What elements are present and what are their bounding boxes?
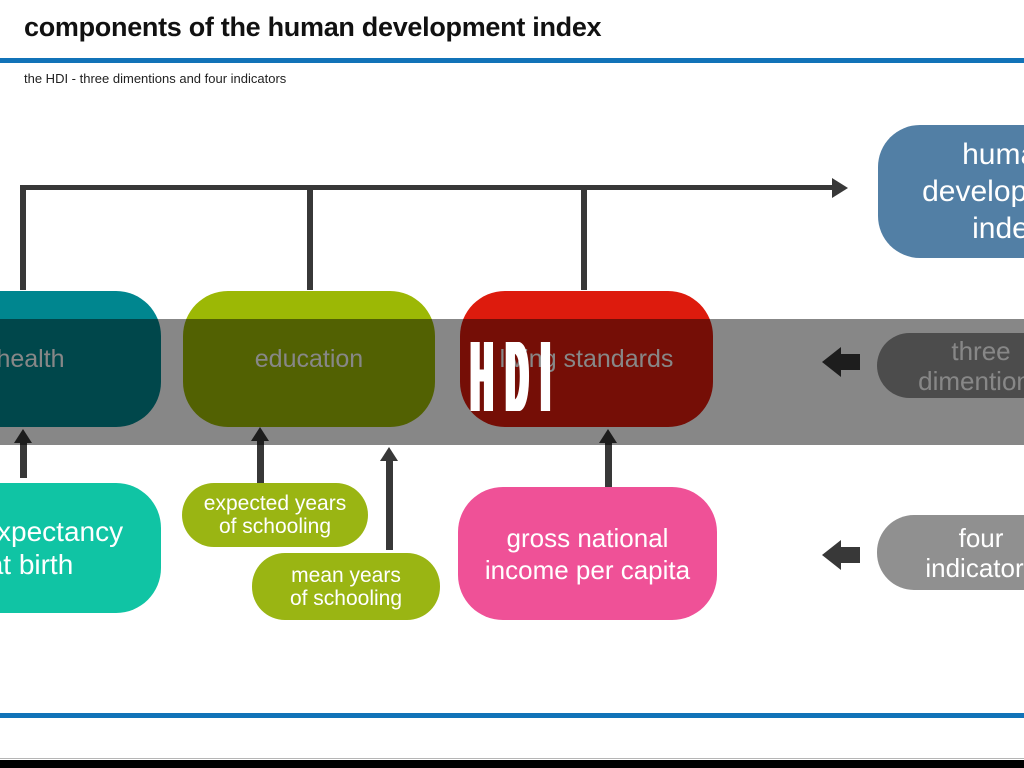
hdi-watermark: HDI xyxy=(471,321,564,433)
page-subtitle: the HDI - three dimentions and four indi… xyxy=(24,71,287,86)
indicator-line: gross national xyxy=(506,522,669,553)
arrow-left-four-indicators-icon xyxy=(822,540,841,570)
hdi-box-line: development xyxy=(922,175,1024,208)
indicator-line: income per capita xyxy=(484,554,691,585)
arrow-up-life-expectancy-icon xyxy=(14,429,32,443)
dimension-label: health xyxy=(0,344,65,373)
arrow-left-three-dimentions-tail xyxy=(840,354,860,370)
dimension-box-living-standards: living standards xyxy=(460,291,713,427)
arrow-up-expected-years-shaft xyxy=(257,439,264,483)
arrow-left-three-dimentions-icon xyxy=(822,347,841,377)
dimension-box-health: health xyxy=(0,291,161,427)
connector-vertical-living-standards xyxy=(581,185,587,290)
indicator-line: of schooling xyxy=(218,515,332,538)
indicator-line: at birth xyxy=(0,549,74,580)
tag-line: dimentions xyxy=(918,365,1024,396)
footer-bar xyxy=(0,760,1024,768)
arrow-up-gni-icon xyxy=(599,429,617,443)
indicator-box-life-expectancy: life expectancy at birth xyxy=(0,483,161,613)
connector-vertical-health xyxy=(20,185,26,290)
arrow-up-gni-shaft xyxy=(605,441,612,487)
tag-line: indicators xyxy=(925,552,1024,583)
tag-four-indicators: four indicators xyxy=(877,515,1024,590)
arrow-up-mean-years-shaft xyxy=(386,459,393,550)
indicator-box-mean-years: mean years of schooling xyxy=(252,553,440,620)
indicator-line: expected years xyxy=(203,492,347,515)
arrow-left-four-indicators-tail xyxy=(840,547,860,563)
tag-line: four xyxy=(958,522,1004,553)
dimension-label: education xyxy=(254,344,364,373)
indicator-box-gni: gross national income per capita xyxy=(458,487,717,620)
dimensions-band-overlay xyxy=(0,319,1024,445)
tag-line: three xyxy=(951,335,1011,366)
tag-three-dimentions: three dimentions xyxy=(877,333,1024,398)
hdi-result-box: human development index xyxy=(878,125,1024,258)
dimension-box-education: education xyxy=(183,291,435,427)
footer-hairline xyxy=(0,758,1024,759)
indicator-box-expected-years: expected years of schooling xyxy=(182,483,368,547)
indicator-line: mean years xyxy=(291,563,401,587)
indicator-line: life expectancy xyxy=(0,516,124,547)
top-divider xyxy=(0,58,1024,63)
arrow-up-life-expectancy-shaft xyxy=(20,441,27,478)
arrow-up-mean-years-icon xyxy=(380,447,398,461)
bottom-divider xyxy=(0,713,1024,718)
dimension-label: living standards xyxy=(499,344,674,373)
connector-horizontal xyxy=(20,185,833,190)
page-title: components of the human development inde… xyxy=(24,12,602,42)
indicator-line: of schooling xyxy=(289,586,403,610)
connector-vertical-education xyxy=(307,185,313,290)
arrow-up-expected-years-icon xyxy=(251,427,269,441)
hdi-box-line: human xyxy=(962,138,1024,171)
hdi-box-line: index xyxy=(972,212,1024,245)
arrow-right-icon xyxy=(832,178,848,198)
